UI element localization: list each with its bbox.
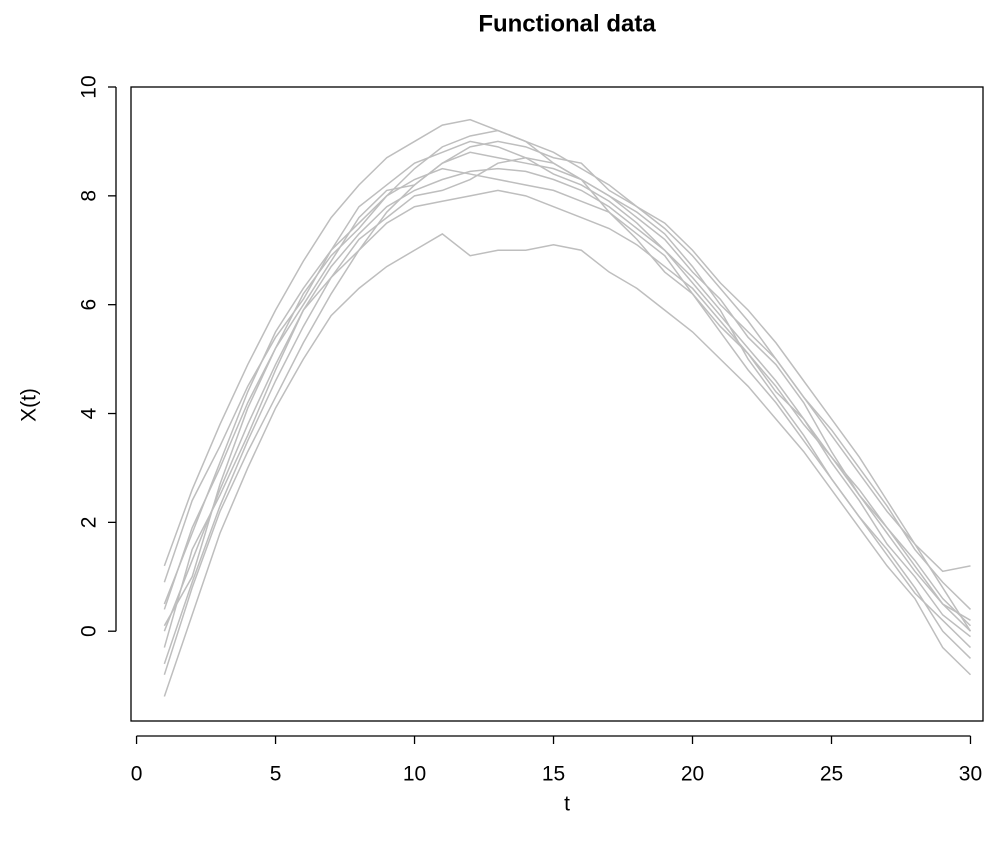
curve: [163, 151, 971, 638]
plot-box: [130, 86, 984, 722]
x-tick-label: 0: [131, 763, 143, 786]
y-axis-title: X(t): [18, 388, 41, 422]
x-tick-label: 20: [681, 763, 704, 786]
x-tick-label: 30: [959, 763, 982, 786]
curve: [163, 167, 972, 659]
y-tick-label: 2: [78, 517, 101, 529]
x-tick-label: 10: [403, 763, 426, 786]
curve: [163, 129, 972, 627]
chart-title: Functional data: [478, 10, 656, 37]
y-tick-label: 8: [78, 190, 101, 202]
curve: [163, 167, 972, 632]
x-tick-label: 25: [820, 763, 843, 786]
y-tick-label: 4: [78, 407, 101, 419]
curve: [163, 156, 972, 665]
curve: [163, 140, 972, 649]
curve: [163, 233, 972, 697]
curve: [163, 189, 971, 648]
y-tick-label: 6: [78, 299, 101, 311]
x-axis-title: t: [564, 793, 570, 816]
x-tick-label: 5: [270, 763, 282, 786]
y-tick-label: 0: [78, 625, 101, 637]
curve: [163, 140, 972, 675]
x-tick-label: 15: [542, 763, 565, 786]
y-tick-label: 10: [78, 75, 101, 98]
